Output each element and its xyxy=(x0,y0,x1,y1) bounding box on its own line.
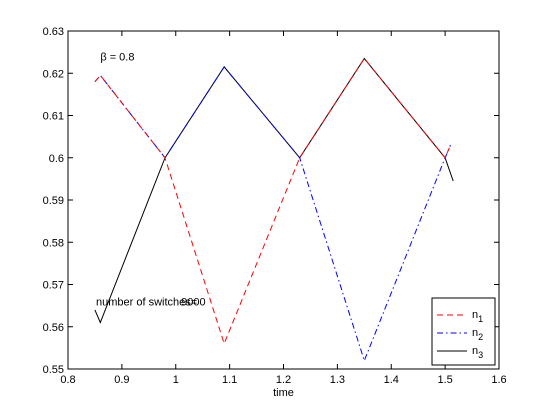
axis-tick-labels: 0.8 0.9 1 1.1 1.2 1.3 1.4 1.5 1.6 0.55 0.56 0.57 0.5… xyxy=(43,26,507,386)
x-tick-label: 0.9 xyxy=(114,374,129,386)
legend-label: n2 xyxy=(472,327,483,342)
annotations: β = 0.8 number of switches=9000 xyxy=(96,52,206,309)
x-tick-label: 1.3 xyxy=(330,374,345,386)
y-tick-label: 0.61 xyxy=(43,111,64,123)
plot-area xyxy=(67,30,500,370)
y-tick-label: 0.55 xyxy=(43,364,64,376)
y-tick-label: 0.57 xyxy=(43,280,64,292)
series-layer xyxy=(94,57,454,363)
legend-label: n3 xyxy=(472,345,483,360)
y-tick-label: 0.63 xyxy=(43,26,64,38)
x-tick-label: 1.1 xyxy=(222,374,237,386)
y-tick-label: 0.59 xyxy=(43,195,64,207)
x-tick-label: 0.8 xyxy=(60,374,75,386)
annotation-2: 9000 xyxy=(181,297,205,309)
y-tick-label: 0.58 xyxy=(43,237,64,249)
y-tick-label: 0.6 xyxy=(49,153,64,165)
legend-label: n1 xyxy=(472,309,483,324)
x-axis-label: time xyxy=(273,387,294,399)
x-tick-label: 1.2 xyxy=(276,374,291,386)
x-tick-label: 1.5 xyxy=(437,374,452,386)
axis-ticks xyxy=(67,30,500,370)
x-tick-label: 1.4 xyxy=(384,374,399,386)
x-tick-label: 1 xyxy=(173,374,179,386)
series-n2-line xyxy=(94,66,451,363)
annotation-0: β = 0.8 xyxy=(100,52,134,64)
legend: n1 n2 n3 xyxy=(431,297,496,366)
annotation-1: number of switches= xyxy=(96,297,197,309)
legend-box xyxy=(431,297,496,366)
series-n1-line xyxy=(94,57,451,346)
y-tick-label: 0.56 xyxy=(43,322,64,334)
x-tick-label: 1.6 xyxy=(491,374,506,386)
y-tick-label: 0.62 xyxy=(43,68,64,80)
